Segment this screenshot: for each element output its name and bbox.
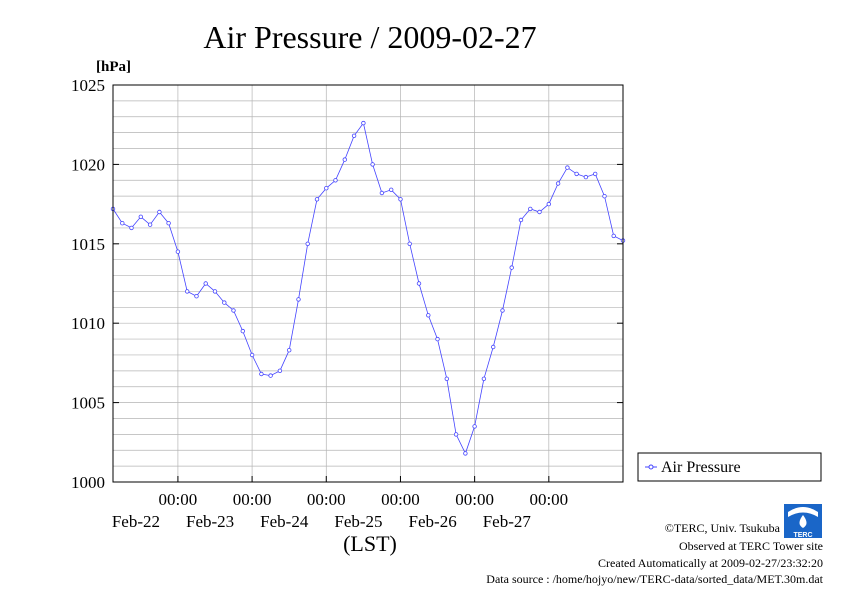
- x-tick-date-label: Feb-22: [112, 512, 160, 531]
- data-point: [296, 297, 301, 302]
- data-point: [314, 197, 320, 202]
- y-tick-label: 1010: [71, 314, 105, 333]
- data-point: [555, 181, 561, 186]
- data-point: [453, 432, 459, 437]
- data-point: [351, 133, 357, 138]
- x-tick-date-label: Feb-27: [483, 512, 532, 531]
- data-point: [333, 178, 338, 183]
- x-tick-time-label: 00:00: [455, 490, 494, 509]
- logo-wave: [788, 507, 818, 517]
- data-point: [194, 294, 199, 299]
- data-point: [203, 281, 208, 286]
- plot-frame: [112, 84, 624, 483]
- data-point: [249, 352, 255, 358]
- data-point: [147, 222, 153, 227]
- legend-marker: [648, 464, 654, 470]
- data-point: [593, 171, 598, 177]
- data-point: [324, 185, 329, 191]
- data-point: [389, 187, 394, 192]
- data-point: [611, 233, 616, 239]
- y-tick-label: 1015: [71, 235, 105, 254]
- data-point: [277, 368, 283, 373]
- data-point: [583, 174, 589, 180]
- data-point: [463, 451, 468, 456]
- data-point: [175, 249, 181, 254]
- credit-observed: Observed at TERC Tower site: [679, 539, 823, 553]
- data-point: [157, 209, 162, 215]
- data-point: [212, 289, 218, 294]
- x-tick-time-label: 00:00: [159, 490, 198, 509]
- data-point: [305, 241, 310, 246]
- data-point: [416, 281, 422, 286]
- data-point: [574, 171, 579, 177]
- data-point: [528, 206, 533, 212]
- data-point: [259, 371, 264, 377]
- data-point: [472, 424, 477, 429]
- series-line-air-pressure: [112, 122, 624, 455]
- data-point: [407, 241, 412, 246]
- data-point: [287, 348, 292, 353]
- x-tick-time-label: 00:00: [307, 490, 346, 509]
- data-point: [268, 373, 273, 378]
- data-point: [166, 220, 171, 226]
- credit-created: Created Automatically at 2009-02-27/23:3…: [598, 556, 823, 570]
- data-point: [546, 201, 551, 207]
- data-point: [491, 344, 496, 350]
- y-axis-ticks: 1000 1005 1010 1015 1020 1025: [71, 76, 623, 492]
- x-tick-time-label: 00:00: [529, 490, 568, 509]
- chart-title: Air Pressure / 2009-02-27: [203, 19, 536, 55]
- y-tick-label: 1005: [71, 394, 105, 413]
- data-point: [138, 214, 143, 219]
- data-point: [361, 120, 366, 126]
- grid: [113, 85, 623, 482]
- data-point: [565, 165, 570, 170]
- data-point: [509, 265, 514, 270]
- data-point: [444, 376, 449, 381]
- data-point: [500, 308, 505, 313]
- data-point: [435, 336, 440, 342]
- terc-logo: TERC: [784, 504, 822, 539]
- data-point: [222, 300, 227, 305]
- y-tick-label: 1020: [71, 155, 105, 174]
- credit-data-source: Data source : /home/hojyo/new/TERC-data/…: [486, 572, 823, 586]
- x-tick-date-label: Feb-25: [334, 512, 382, 531]
- logo-text: TERC: [793, 532, 812, 539]
- data-point: [240, 328, 245, 334]
- data-point: [120, 220, 125, 226]
- data-point: [518, 217, 524, 223]
- data-point: [379, 190, 385, 196]
- data-point: [537, 209, 542, 215]
- legend: Air Pressure: [637, 452, 822, 482]
- x-axis-label: (LST): [343, 531, 397, 556]
- data-point: [342, 157, 347, 162]
- data-point: [370, 162, 375, 167]
- data-point: [602, 193, 607, 199]
- x-tick-time-label: 00:00: [233, 490, 272, 509]
- y-unit-label: [hPa]: [96, 59, 131, 75]
- data-point: [231, 308, 236, 313]
- data-point: [426, 313, 431, 318]
- data-point: [184, 289, 190, 294]
- data-point: [129, 225, 134, 231]
- legend-box: [637, 452, 822, 482]
- x-tick-date-label: Feb-26: [409, 512, 457, 531]
- y-tick-label: 1000: [71, 473, 105, 492]
- x-tick-date-label: Feb-23: [186, 512, 234, 531]
- legend-label: Air Pressure: [661, 459, 741, 476]
- data-point: [398, 197, 403, 202]
- x-tick-time-label: 00:00: [381, 490, 420, 509]
- x-tick-date-label: Feb-24: [260, 512, 309, 531]
- x-axis-ticks: 00:00 Feb-22 00:00 Feb-23 00:00 Feb-24 00:00 Fe…: [112, 476, 568, 531]
- credit-copyright: ©TERC, Univ. Tsukuba: [665, 521, 781, 535]
- y-tick-label: 1025: [71, 76, 105, 95]
- data-point: [481, 376, 487, 381]
- logo-drop-icon: [799, 515, 807, 528]
- series-air-pressure: [110, 120, 626, 456]
